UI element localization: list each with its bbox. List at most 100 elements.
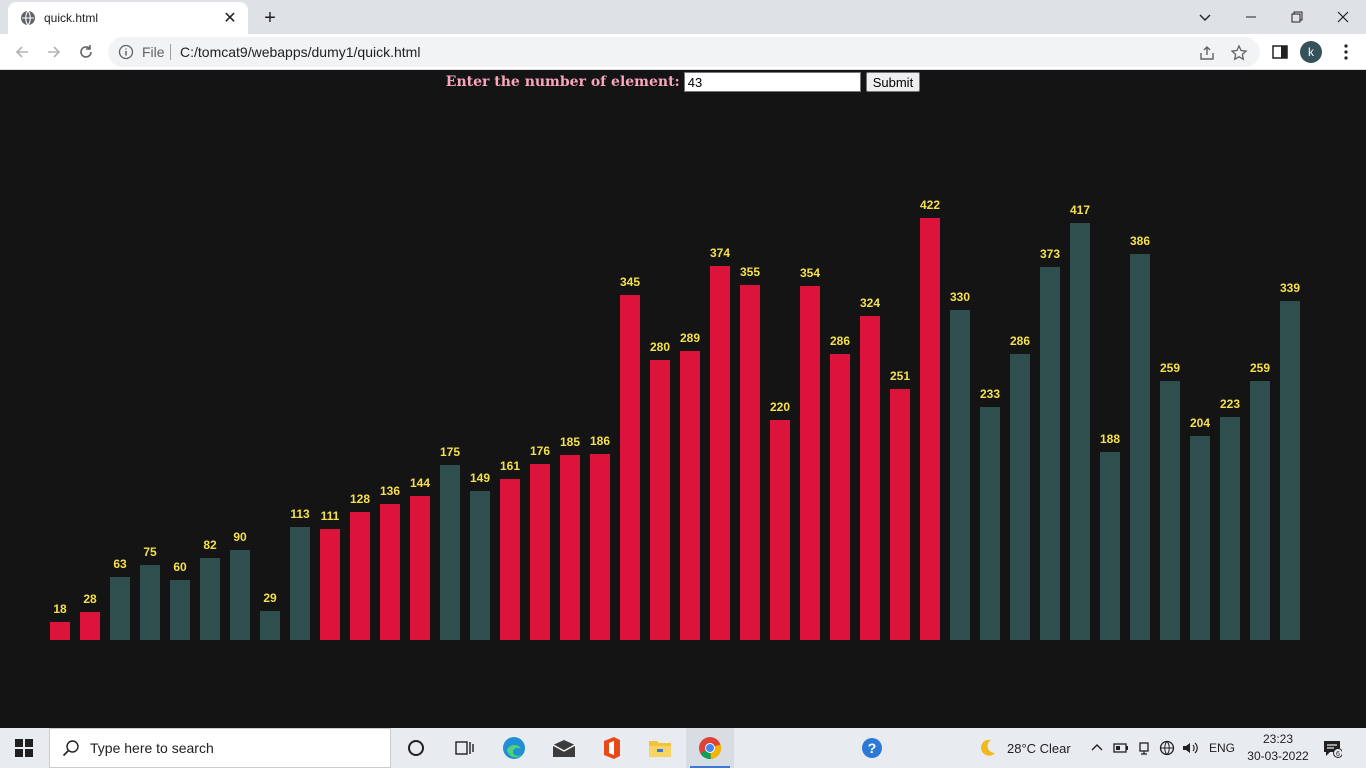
- browser-menu-icon[interactable]: [1336, 42, 1356, 62]
- bar: [770, 420, 790, 640]
- speaker-icon[interactable]: [1181, 740, 1199, 756]
- bar: [980, 407, 1000, 640]
- bar-value-label: 185: [560, 435, 580, 449]
- tab-close-icon[interactable]: ✕: [223, 10, 237, 27]
- mail-icon[interactable]: [540, 728, 588, 768]
- bar-value-label: 345: [620, 275, 640, 289]
- bar: [560, 455, 580, 640]
- minimize-icon[interactable]: [1228, 0, 1274, 34]
- bar: [710, 266, 730, 640]
- bar: [1280, 301, 1300, 640]
- bar: [350, 512, 370, 640]
- close-window-icon[interactable]: [1320, 0, 1366, 34]
- submit-button[interactable]: Submit: [865, 72, 921, 92]
- bar-value-label: 259: [1160, 361, 1180, 375]
- browser-tab[interactable]: quick.html ✕: [8, 2, 248, 34]
- bar-value-label: 149: [470, 471, 490, 485]
- info-icon[interactable]: [118, 44, 134, 60]
- bar: [50, 622, 70, 640]
- task-view-icon[interactable]: [440, 728, 488, 768]
- browser-toolbar: File C:/tomcat9/webapps/dumy1/quick.html…: [0, 34, 1366, 70]
- bar-value-label: 144: [410, 476, 430, 490]
- cortana-icon[interactable]: [392, 728, 440, 768]
- bookmark-star-icon[interactable]: [1230, 44, 1248, 62]
- weather-text: 28°C Clear: [1007, 740, 1071, 756]
- bar-value-label: 161: [500, 459, 520, 473]
- notification-count: 6: [1336, 751, 1340, 758]
- element-count-input[interactable]: [683, 72, 861, 92]
- battery-icon[interactable]: [1113, 741, 1129, 755]
- browser-tab-strip: quick.html ✕ +: [0, 0, 1366, 34]
- bar-value-label: 60: [173, 560, 187, 574]
- profile-avatar[interactable]: k: [1300, 41, 1322, 63]
- bar: [530, 464, 550, 640]
- language-indicator[interactable]: ENG: [1209, 741, 1236, 755]
- bar: [80, 612, 100, 640]
- side-panel-icon[interactable]: [1270, 42, 1290, 62]
- bar: [500, 479, 520, 640]
- bar: [170, 580, 190, 640]
- bar-chart: 18 28 63 75 60 82 90 29 113 111 128 136 144 175 149 161…: [50, 198, 1300, 640]
- chrome-app-icon[interactable]: [686, 728, 734, 768]
- start-button[interactable]: [0, 728, 48, 768]
- reload-icon[interactable]: [72, 38, 100, 66]
- notification-center-icon[interactable]: 6: [1322, 738, 1342, 758]
- office-icon[interactable]: [588, 728, 636, 768]
- bar-value-label: 186: [590, 434, 610, 448]
- back-icon[interactable]: [8, 38, 36, 66]
- bar-value-label: 82: [203, 538, 217, 552]
- bar-value-label: 374: [710, 246, 730, 260]
- restore-icon[interactable]: [1274, 0, 1320, 34]
- bar-value-label: 233: [980, 387, 1000, 401]
- bar: [200, 558, 220, 640]
- bar-value-label: 259: [1250, 361, 1270, 375]
- bar: [920, 218, 940, 640]
- bar-value-label: 324: [860, 296, 880, 310]
- file-explorer-icon[interactable]: [636, 728, 684, 768]
- bar: [1190, 436, 1210, 640]
- bar: [860, 316, 880, 640]
- bar-value-label: 220: [770, 400, 790, 414]
- tab-search-chevron-icon[interactable]: [1182, 0, 1228, 34]
- globe-network-icon[interactable]: [1159, 740, 1175, 756]
- bar: [140, 565, 160, 640]
- new-tab-button[interactable]: +: [264, 6, 276, 29]
- bar: [440, 465, 460, 640]
- clock[interactable]: 23:23 30-03-2022: [1244, 731, 1312, 765]
- bar: [1250, 381, 1270, 640]
- forward-icon[interactable]: [40, 38, 68, 66]
- weather-widget[interactable]: 28°C Clear: [976, 728, 1071, 768]
- svg-text:?: ?: [868, 740, 877, 756]
- bar-value-label: 386: [1130, 234, 1150, 248]
- bar: [680, 351, 700, 640]
- edge-browser-icon[interactable]: [490, 728, 538, 768]
- bar-value-label: 75: [143, 545, 157, 559]
- bar-value-label: 128: [350, 492, 370, 506]
- chevron-up-icon[interactable]: [1090, 741, 1104, 755]
- globe-icon: [21, 10, 35, 26]
- url-text[interactable]: C:/tomcat9/webapps/dumy1/quick.html: [180, 44, 421, 60]
- bar: [1070, 223, 1090, 640]
- bar-value-label: 111: [321, 509, 340, 523]
- bar: [650, 360, 670, 640]
- bar: [1040, 267, 1060, 640]
- bar-value-label: 136: [380, 484, 400, 498]
- search-icon: [62, 740, 79, 757]
- share-icon[interactable]: [1198, 44, 1216, 62]
- moon-icon: [980, 739, 995, 756]
- bar: [950, 310, 970, 640]
- clock-date: 30-03-2022: [1247, 749, 1309, 763]
- bar-value-label: 175: [440, 445, 460, 459]
- bar: [740, 285, 760, 640]
- bar: [590, 454, 610, 640]
- bar-value-label: 18: [53, 602, 67, 616]
- address-bar[interactable]: File C:/tomcat9/webapps/dumy1/quick.html: [108, 37, 1260, 67]
- taskbar-search-box[interactable]: Type here to search: [49, 728, 391, 768]
- bar: [470, 491, 490, 640]
- bar-value-label: 373: [1040, 247, 1060, 261]
- help-icon[interactable]: ?: [848, 728, 896, 768]
- bar: [1220, 417, 1240, 640]
- omnibox-divider: [170, 44, 171, 60]
- bar: [800, 286, 820, 640]
- network-icon[interactable]: [1137, 741, 1151, 755]
